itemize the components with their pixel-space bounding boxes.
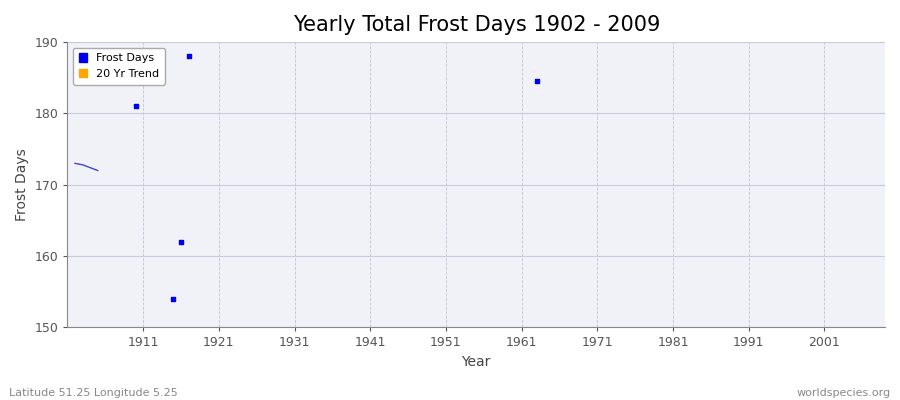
Point (529, 78, 544, 84)
Title: Yearly Total Frost Days 1902 - 2009: Yearly Total Frost Days 1902 - 2009 (292, 15, 660, 35)
Text: Latitude 51.25 Longitude 5.25: Latitude 51.25 Longitude 5.25 (9, 388, 178, 398)
Y-axis label: Frost Days: Frost Days (15, 148, 29, 221)
Point (182, 53, 196, 60)
Point (166, 296, 181, 302)
Legend: Frost Days, 20 Yr Trend: Frost Days, 20 Yr Trend (73, 48, 165, 84)
Point (129, 103, 143, 110)
Text: worldspecies.org: worldspecies.org (796, 388, 891, 398)
X-axis label: Year: Year (462, 355, 490, 369)
Point (174, 239, 188, 245)
